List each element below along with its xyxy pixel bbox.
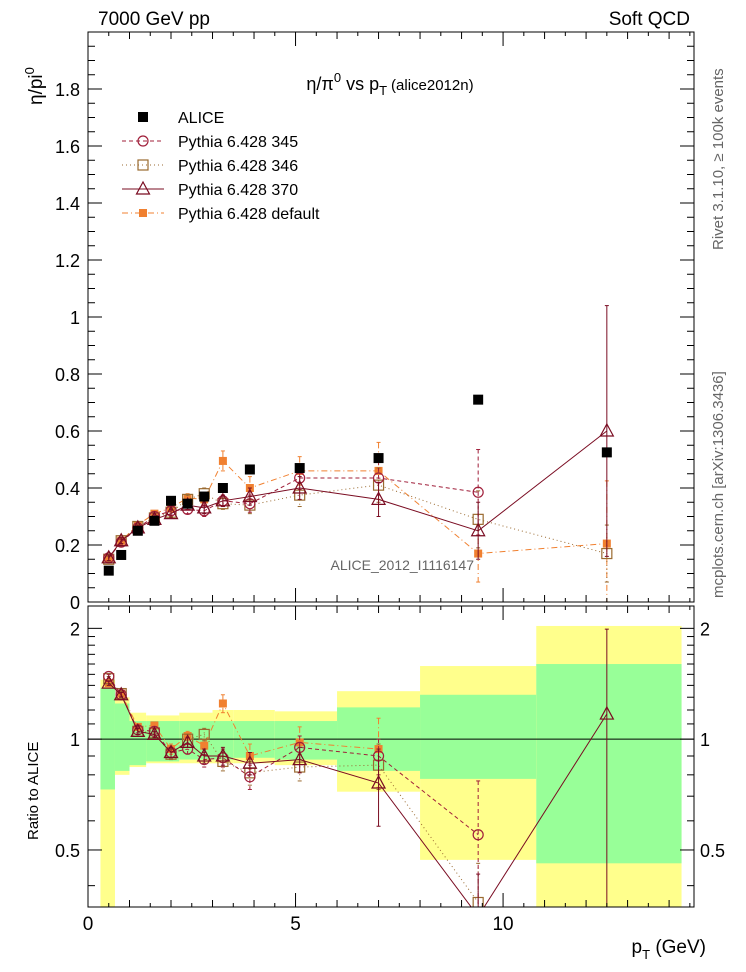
alice-data-point bbox=[103, 565, 114, 576]
ratio-p370-point bbox=[180, 734, 196, 748]
legend-label-p345: Pythia 6.428 345 bbox=[178, 134, 298, 151]
alice-data-point bbox=[473, 394, 484, 405]
y-axis-label: η/pi0 bbox=[22, 67, 47, 105]
ratio-p370-point bbox=[215, 747, 231, 762]
ratio-p370-point bbox=[146, 726, 162, 741]
alice-data-point bbox=[601, 447, 612, 458]
pdef-point bbox=[218, 456, 227, 465]
ratio-p370-point bbox=[242, 755, 258, 769]
uncertainty-band-green bbox=[420, 694, 537, 779]
category-label: Soft QCD bbox=[609, 9, 690, 30]
p370-point bbox=[101, 549, 117, 564]
ratio-p370-point bbox=[371, 774, 387, 789]
y-tick-label: 0 bbox=[70, 593, 80, 613]
x-axis-label: pT (GeV) bbox=[632, 937, 706, 962]
ratio-p345-point bbox=[472, 829, 484, 841]
x-tick-label: 5 bbox=[290, 914, 301, 935]
alice-data-point bbox=[166, 495, 177, 506]
alice-data-point bbox=[373, 453, 384, 464]
legend-label-p370: Pythia 6.428 370 bbox=[178, 182, 298, 199]
legend-label-p346: Pythia 6.428 346 bbox=[178, 158, 298, 175]
p370-point bbox=[470, 522, 486, 537]
ratio-y-tick-label-right: 1 bbox=[700, 730, 710, 750]
plot-title: η/π0 vs pT (alice2012n) bbox=[306, 70, 473, 98]
alice-data-point bbox=[244, 464, 255, 475]
ratio-pdef-point bbox=[150, 721, 159, 730]
ratio-p370-point bbox=[196, 747, 212, 762]
energy-label: 7000 GeV pp bbox=[98, 9, 210, 30]
legend-marker-p345 bbox=[137, 135, 149, 147]
ratio-p370-point bbox=[292, 751, 308, 766]
alice-data-point bbox=[116, 549, 127, 560]
ratio-p370-point bbox=[599, 705, 615, 720]
ratio-p370-point bbox=[113, 686, 129, 701]
legend-label-alice: ALICE bbox=[178, 110, 224, 127]
ratio-pdef-point bbox=[200, 741, 209, 750]
y-tick-label: 0.6 bbox=[55, 422, 80, 442]
ratio-y-axis-label: Ratio to ALICE bbox=[25, 742, 42, 840]
x-tick-label: 0 bbox=[83, 914, 94, 935]
alice-data-point bbox=[217, 483, 228, 493]
ratio-p370-point bbox=[472, 909, 485, 921]
ratio-y-tick-label-right: 2 bbox=[700, 619, 710, 639]
ratio-panel: 0.5 0.5 1 1 2 2 0 5 10 Ratio to ALICE pT (GeV) bbox=[25, 605, 725, 962]
p370-point bbox=[113, 532, 129, 547]
uncertainty-band-green bbox=[114, 703, 130, 771]
legend: ALICE Pythia 6.428 345 Pythia 6.428 346 Pyt… bbox=[122, 110, 320, 223]
y-tick-label: 1.4 bbox=[55, 194, 80, 214]
legend-marker-pdef bbox=[139, 209, 147, 217]
ratio-y-tick-label: 2 bbox=[70, 619, 80, 639]
ratio-pdef-point bbox=[218, 699, 227, 708]
y-tick-label: 1.6 bbox=[55, 137, 80, 157]
ratio-p346-point bbox=[198, 728, 210, 741]
analysis-id-label: ALICE_2012_I1116147 bbox=[331, 557, 475, 573]
ratio-y-tick-label-right: 0.5 bbox=[700, 841, 725, 861]
uncertainty-band-green bbox=[100, 687, 115, 790]
p370-point bbox=[163, 505, 179, 520]
legend-marker-alice bbox=[138, 112, 148, 122]
ratio-p370-point bbox=[101, 674, 117, 689]
ratio-y-tick-label: 1 bbox=[70, 730, 80, 750]
alice-data-point bbox=[182, 498, 193, 509]
x-tick-label: 10 bbox=[492, 914, 513, 935]
p370-point bbox=[242, 488, 258, 503]
legend-marker-p346 bbox=[137, 159, 149, 171]
uncertainty-band-green bbox=[536, 664, 682, 864]
y-tick-label: 1 bbox=[70, 308, 80, 328]
alice-data-point bbox=[132, 525, 143, 536]
alice-data-point bbox=[199, 491, 210, 502]
mcplots-reference-label: mcplots.cern.ch [arXiv:1306.3436] bbox=[710, 371, 727, 598]
p370-point bbox=[599, 422, 615, 437]
y-tick-label: 0.8 bbox=[55, 365, 80, 385]
y-tick-label: 0.2 bbox=[55, 536, 80, 556]
ratio-y-tick-label: 0.5 bbox=[55, 841, 80, 861]
rivet-version-label: Rivet 3.1.10, ≥ 100k events bbox=[710, 68, 727, 250]
p345-line bbox=[108, 477, 479, 559]
y-tick-label: 1.8 bbox=[55, 80, 80, 100]
p370-point bbox=[371, 491, 387, 505]
legend-label-pdef: Pythia 6.428 default bbox=[178, 206, 320, 223]
uncertainty-band-green bbox=[274, 721, 338, 760]
p370-point bbox=[196, 499, 212, 514]
p370-point bbox=[215, 492, 231, 507]
y-tick-label: 1.2 bbox=[55, 251, 80, 271]
y-tick-label: 0.4 bbox=[55, 479, 80, 499]
p345-point bbox=[472, 486, 484, 498]
alice-data-point bbox=[149, 515, 160, 526]
p370-point bbox=[292, 479, 308, 494]
ratio-p370-point bbox=[163, 744, 179, 759]
uncertainty-band-green bbox=[212, 721, 234, 760]
legend-marker-p370 bbox=[135, 180, 151, 195]
main-panel: 0 0.2 0.4 0.6 0.8 1 1.2 1.4 1.6 1.8 η/π0 vs pT (al… bbox=[22, 31, 695, 613]
ratio-p370-point bbox=[130, 723, 146, 737]
alice-data-point bbox=[294, 463, 305, 474]
